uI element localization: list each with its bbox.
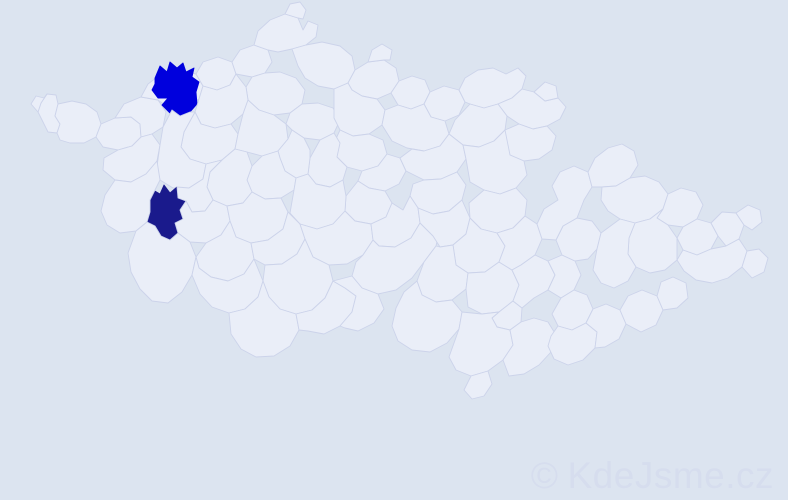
district-prerov[interactable] [592,218,637,289]
district-domazlice[interactable] [100,160,161,234]
copyright-icon: © [530,455,559,496]
watermark-text: KdeJsme.cz [567,455,774,496]
district-edge-sluknov[interactable] [284,1,307,20]
district-edge-ne-broumov[interactable] [533,81,559,102]
district-trebon[interactable] [332,275,385,332]
district-karvina[interactable] [710,211,745,247]
district-edge-s-tip[interactable] [463,370,493,400]
district-layer [30,1,769,400]
district-zlin[interactable] [585,303,627,349]
district-edge-e-tip[interactable] [735,204,763,231]
district-olomouc[interactable] [555,217,602,262]
district-decin[interactable] [253,13,319,53]
district-edge-n-frydlant[interactable] [367,43,393,63]
district-znojmo[interactable] [391,280,463,353]
district-sumperk[interactable] [536,165,593,241]
watermark: © KdeJsme.cz [531,457,774,494]
district-edge-se-tip[interactable] [741,248,769,279]
district-cheb[interactable] [54,100,102,144]
district-edge-w-asfold[interactable] [30,93,48,113]
district-jesenik[interactable] [587,143,639,188]
district-vsetin[interactable] [619,289,664,333]
district-usti-nad-labem[interactable] [231,44,273,78]
district-ceska-lipa[interactable] [291,41,356,90]
district-plzen-sever[interactable] [156,109,207,189]
district-most-highlighted[interactable] [151,61,200,117]
district-jicin[interactable] [381,103,450,152]
district-uherske-hradiste[interactable] [547,322,598,366]
district-trebic[interactable] [416,244,469,303]
district-vsetin-east[interactable] [656,276,689,311]
district-vyskov[interactable] [511,254,556,309]
